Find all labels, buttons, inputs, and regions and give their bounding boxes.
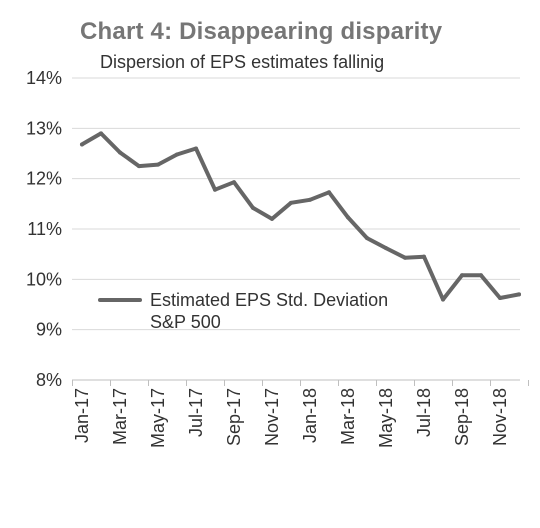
data-point [365, 236, 369, 241]
data-point [441, 297, 445, 302]
x-tick-label: Jan-18 [300, 388, 320, 443]
data-point [327, 190, 331, 195]
y-tick-label: 12% [26, 169, 62, 189]
data-point [270, 216, 274, 221]
data-point [479, 273, 483, 278]
x-tick-label: Mar-17 [110, 388, 130, 445]
data-point [460, 273, 464, 278]
x-tick-label: Jul-17 [186, 388, 206, 437]
x-tick-label: Sep-17 [224, 388, 244, 446]
data-point [232, 180, 236, 185]
data-point [156, 162, 160, 167]
x-tick-label: Nov-17 [262, 388, 282, 446]
x-tick-label: Mar-18 [338, 388, 358, 445]
data-point [517, 292, 521, 297]
chart-subtitle: Dispersion of EPS estimates fallinig [100, 52, 385, 72]
data-point [175, 152, 179, 157]
data-point [99, 131, 103, 136]
y-tick-label: 8% [36, 370, 62, 390]
data-point [422, 254, 426, 259]
data-point [118, 150, 122, 155]
data-point [346, 215, 350, 220]
y-tick-label: 10% [26, 269, 62, 289]
y-tick-label: 14% [26, 68, 62, 88]
data-point [251, 205, 255, 210]
data-point [403, 255, 407, 260]
y-tick-label: 13% [26, 118, 62, 138]
data-point [80, 142, 84, 147]
x-tick-label: Nov-18 [490, 388, 510, 446]
legend-label: S&P 500 [150, 312, 221, 332]
data-point [289, 200, 293, 205]
series-group [80, 131, 521, 302]
data-point [137, 164, 141, 169]
chart-title: Chart 4: Disappearing disparity [80, 18, 443, 45]
x-tick-label: May-17 [148, 388, 168, 448]
data-point [213, 187, 217, 192]
legend-label: Estimated EPS Std. Deviation [150, 290, 388, 310]
data-point [384, 246, 388, 251]
y-tick-label: 9% [36, 320, 62, 340]
series-line [80, 131, 521, 302]
data-point [498, 295, 502, 300]
x-tick-label: Jan-17 [72, 388, 92, 443]
x-tick-label: Jul-18 [414, 388, 434, 437]
y-tick-label: 11% [27, 219, 62, 239]
x-tick-label: May-18 [376, 388, 396, 448]
x-tick-label: Sep-18 [452, 388, 472, 446]
y-axis-ticks: 14% 13% 12% 11% 10% 9% 8% [26, 68, 62, 390]
data-point [308, 197, 312, 202]
data-point [194, 146, 198, 151]
grid-lines [72, 77, 520, 331]
x-axis-ticks: Jan-17 Mar-17 May-17 Jul-17 Sep-17 Nov-17 Jan-… [72, 380, 529, 448]
